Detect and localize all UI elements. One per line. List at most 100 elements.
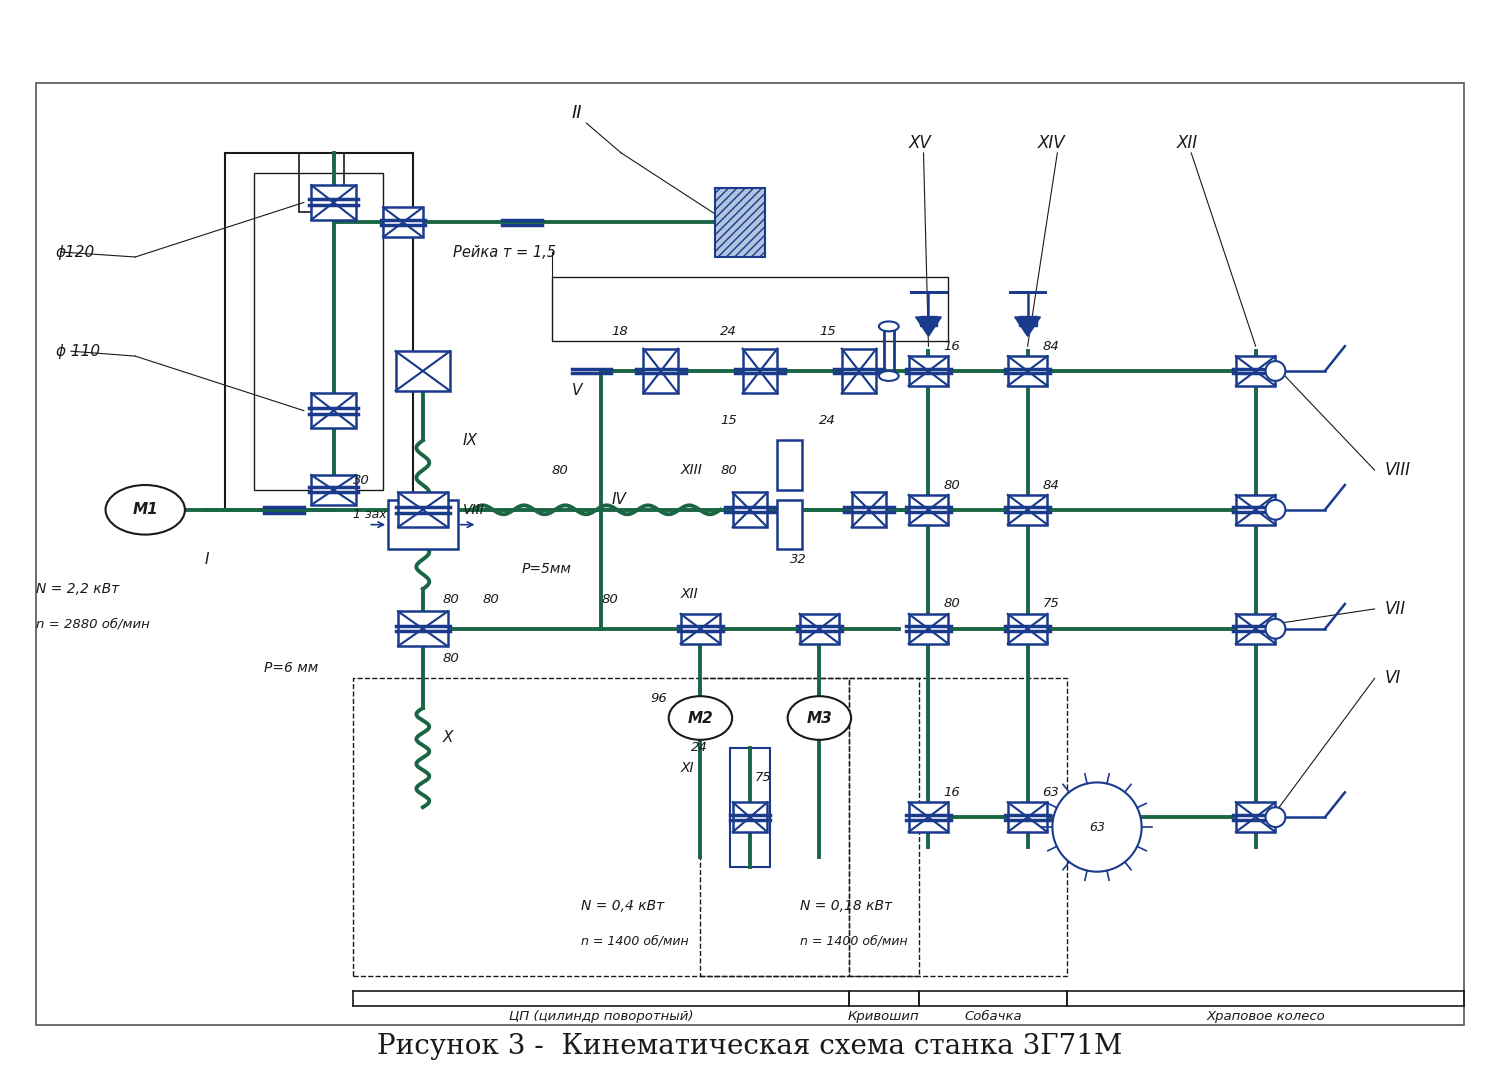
- Text: XII: XII: [1176, 134, 1197, 152]
- Bar: [800, 703, 838, 733]
- Ellipse shape: [879, 371, 898, 381]
- Text: XV: XV: [909, 134, 932, 152]
- Text: Рисунок 3 -  Кинематическая схема станка 3Г71М: Рисунок 3 - Кинематическая схема станка …: [378, 1033, 1122, 1060]
- Bar: [1008, 803, 1047, 832]
- Bar: [225, 152, 412, 510]
- Text: 63: 63: [1042, 786, 1059, 799]
- Text: 96: 96: [651, 692, 668, 705]
- Bar: [388, 500, 458, 550]
- Text: Храповое колесо: Храповое колесо: [1206, 1011, 1324, 1024]
- Bar: [842, 348, 876, 393]
- Text: Собачка: Собачка: [964, 1011, 1022, 1024]
- Bar: [777, 500, 802, 550]
- Bar: [909, 803, 948, 832]
- Ellipse shape: [105, 485, 184, 535]
- Text: 32: 32: [789, 553, 807, 566]
- Bar: [1019, 317, 1036, 327]
- Ellipse shape: [669, 696, 732, 739]
- Bar: [36, 84, 1464, 1026]
- Text: V: V: [572, 383, 582, 399]
- Text: Р=5мм: Р=5мм: [522, 562, 572, 576]
- Text: n = 2880 об/мин: n = 2880 об/мин: [36, 617, 150, 631]
- Bar: [909, 494, 948, 525]
- Text: VIII: VIII: [1384, 461, 1410, 479]
- Text: VII: VII: [1384, 600, 1406, 617]
- Text: XIII: XIII: [681, 463, 702, 477]
- Text: 16: 16: [944, 340, 960, 353]
- Text: X: X: [442, 731, 453, 745]
- Text: II: II: [572, 105, 582, 122]
- Text: 80: 80: [483, 592, 500, 605]
- Bar: [1008, 356, 1047, 386]
- Bar: [396, 351, 450, 391]
- Text: 24: 24: [720, 325, 736, 338]
- Text: M2: M2: [687, 710, 714, 725]
- Bar: [255, 173, 382, 490]
- Bar: [1008, 494, 1047, 525]
- Polygon shape: [1014, 317, 1041, 337]
- Text: XIV: XIV: [1038, 134, 1065, 152]
- Bar: [849, 678, 1068, 976]
- Text: ϕ120: ϕ120: [56, 245, 94, 259]
- Text: 18: 18: [610, 325, 628, 338]
- Text: 80: 80: [442, 592, 459, 605]
- Bar: [312, 185, 356, 220]
- Text: 80: 80: [944, 478, 960, 491]
- Circle shape: [1053, 782, 1142, 871]
- Text: 30: 30: [354, 474, 370, 487]
- Text: 15: 15: [819, 325, 836, 338]
- Text: N = 0,4 кВт: N = 0,4 кВт: [582, 900, 664, 914]
- Text: N = 0,18 кВт: N = 0,18 кВт: [800, 900, 891, 914]
- Text: Рейка т = 1,5: Рейка т = 1,5: [453, 245, 555, 259]
- Bar: [398, 611, 447, 646]
- Bar: [920, 317, 938, 327]
- Text: 63: 63: [1089, 820, 1106, 833]
- Bar: [700, 678, 918, 976]
- Text: IX: IX: [462, 433, 477, 448]
- Text: 75: 75: [1042, 598, 1059, 611]
- Bar: [732, 492, 768, 527]
- Bar: [742, 348, 777, 393]
- Bar: [312, 393, 356, 428]
- Text: N = 2,2 кВт: N = 2,2 кВт: [36, 583, 120, 596]
- Bar: [716, 187, 765, 257]
- Text: 80: 80: [602, 592, 618, 605]
- Bar: [398, 492, 447, 527]
- Text: ЦП (цилиндр поворотный): ЦП (цилиндр поворотный): [509, 1011, 693, 1024]
- Text: Кривошип: Кривошип: [847, 1011, 920, 1024]
- Circle shape: [1266, 500, 1286, 519]
- Text: n = 1400 об/мин: n = 1400 об/мин: [582, 934, 688, 947]
- Bar: [1236, 614, 1275, 644]
- Text: 24: 24: [819, 414, 836, 427]
- Bar: [732, 803, 768, 832]
- Text: XI: XI: [681, 760, 694, 774]
- Text: 80: 80: [944, 598, 960, 611]
- Text: n = 1400 об/мин: n = 1400 об/мин: [800, 934, 907, 947]
- Bar: [681, 703, 720, 733]
- Bar: [1236, 803, 1275, 832]
- Circle shape: [1266, 807, 1286, 827]
- Text: IV: IV: [610, 492, 626, 507]
- Text: 1 зах: 1 зах: [354, 509, 387, 522]
- Bar: [909, 614, 948, 644]
- Bar: [382, 207, 423, 237]
- Bar: [852, 492, 886, 527]
- Bar: [1236, 356, 1275, 386]
- Text: 80: 80: [720, 464, 736, 477]
- Text: 15: 15: [720, 414, 736, 427]
- Text: VIII: VIII: [462, 503, 484, 517]
- Bar: [644, 348, 678, 393]
- Text: 16: 16: [944, 786, 960, 799]
- Text: 24: 24: [690, 742, 708, 755]
- Bar: [354, 678, 849, 976]
- Bar: [777, 440, 802, 490]
- Bar: [730, 748, 770, 867]
- Bar: [1236, 494, 1275, 525]
- Text: ϕ 110: ϕ 110: [56, 344, 100, 358]
- Text: 84: 84: [1042, 478, 1059, 491]
- Text: 80: 80: [442, 652, 459, 665]
- Circle shape: [1266, 362, 1286, 381]
- Ellipse shape: [879, 321, 898, 331]
- Bar: [552, 277, 948, 341]
- Bar: [681, 614, 720, 644]
